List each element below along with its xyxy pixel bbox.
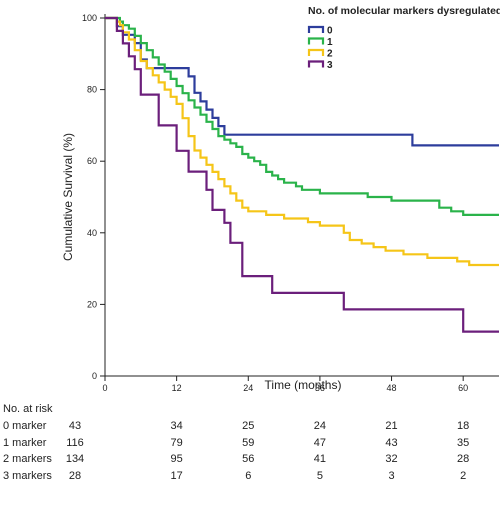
y-tick-label: 0 bbox=[92, 371, 97, 381]
risk-value: 59 bbox=[242, 436, 255, 449]
legend-label-0: 0 bbox=[327, 26, 333, 37]
risk-value: 95 bbox=[170, 453, 183, 465]
survival-curve-series-3 bbox=[105, 16, 499, 333]
x-tick-label: 60 bbox=[458, 383, 468, 393]
legend-swatch-3 bbox=[307, 60, 325, 68]
risk-value: 43 bbox=[68, 420, 82, 432]
risk-value: 24 bbox=[313, 420, 327, 432]
x-tick-label: 12 bbox=[172, 383, 182, 393]
risk-table-row: 3 markers 28 17 6 5 3 2 bbox=[0, 470, 500, 486]
risk-row-label: 3 markers bbox=[3, 469, 52, 482]
risk-value: 56 bbox=[242, 453, 255, 465]
risk-row-label: 1 marker bbox=[3, 436, 47, 449]
legend-label-1: 1 bbox=[327, 37, 333, 48]
risk-value: 2 bbox=[460, 469, 467, 482]
y-tick-label: 80 bbox=[87, 85, 97, 95]
risk-value: 21 bbox=[385, 420, 398, 432]
risk-value: 28 bbox=[457, 453, 470, 465]
risk-value: 32 bbox=[385, 453, 398, 465]
risk-value: 5 bbox=[316, 469, 323, 482]
risk-table-title: No. at risk bbox=[3, 403, 53, 415]
x-axis-label: Time (months) bbox=[265, 378, 342, 392]
survival-curves bbox=[105, 16, 499, 333]
risk-value: 3 bbox=[388, 469, 395, 482]
risk-value: 43 bbox=[385, 436, 398, 449]
survival-curve-series-1 bbox=[105, 16, 499, 216]
risk-table-row: 0 marker 43 34 25 24 21 18 bbox=[0, 420, 500, 436]
y-tick-label: 40 bbox=[87, 228, 97, 238]
risk-value: 17 bbox=[170, 469, 183, 482]
x-tick-label: 0 bbox=[102, 383, 107, 393]
risk-value: 116 bbox=[66, 436, 84, 449]
risk-value: 79 bbox=[170, 436, 183, 449]
y-axis-label: Cumulative Survival (%) bbox=[61, 133, 75, 261]
risk-row-label: 0 marker bbox=[3, 420, 47, 432]
x-tick-label: 36 bbox=[315, 383, 325, 393]
legend-label-2: 2 bbox=[327, 49, 333, 60]
risk-value: 134 bbox=[65, 453, 85, 465]
risk-table-row: 1 marker 116 79 59 47 43 35 bbox=[0, 437, 500, 453]
x-tick-label: 48 bbox=[387, 383, 397, 393]
risk-value: 35 bbox=[457, 436, 470, 449]
y-tick-label: 100 bbox=[82, 13, 97, 23]
risk-value: 47 bbox=[313, 436, 327, 449]
legend-label-3: 3 bbox=[327, 60, 333, 71]
risk-row-label: 2 markers bbox=[3, 453, 52, 465]
y-tick-label: 60 bbox=[87, 156, 97, 166]
legend: No. of molecular markers dysregulated 012… bbox=[307, 5, 500, 71]
survival-curve-series-0 bbox=[105, 16, 499, 147]
risk-value: 41 bbox=[313, 453, 327, 465]
legend-swatch-1 bbox=[307, 37, 325, 45]
legend-swatch-2 bbox=[307, 48, 325, 56]
risk-value: 28 bbox=[68, 469, 82, 482]
y-tick-label: 20 bbox=[87, 299, 97, 309]
legend-title: No. of molecular markers dysregulated bbox=[308, 5, 500, 17]
x-tick-label: 24 bbox=[243, 383, 253, 393]
risk-value: 6 bbox=[245, 469, 252, 482]
risk-value: 34 bbox=[170, 420, 183, 432]
survival-curve-series-2 bbox=[105, 16, 499, 267]
legend-swatch-0 bbox=[307, 25, 325, 33]
risk-value: 25 bbox=[242, 420, 255, 432]
risk-value: 18 bbox=[457, 420, 470, 432]
risk-table-row: 2 markers 134 95 56 41 32 28 bbox=[0, 453, 500, 469]
